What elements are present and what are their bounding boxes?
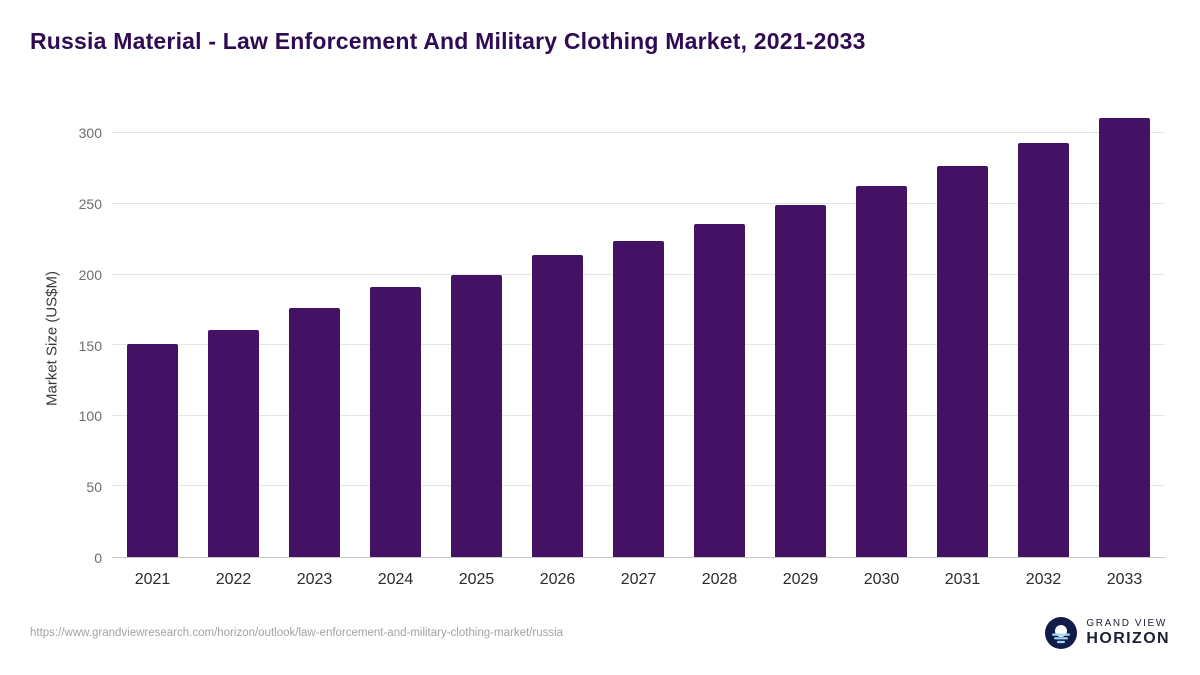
bar-2025 — [451, 274, 502, 557]
y-tick-label: 150 — [78, 337, 102, 354]
bar-slot — [355, 105, 436, 557]
x-tick-label: 2023 — [296, 571, 333, 588]
x-tick-label: 2024 — [377, 571, 414, 588]
logo-line-grand-view: GRAND VIEW — [1086, 618, 1167, 630]
bar-2027 — [613, 240, 664, 557]
chart-title: Russia Material - Law Enforcement And Mi… — [30, 28, 866, 54]
bar-2024 — [370, 287, 421, 557]
bar-slot — [193, 105, 274, 557]
x-tick-label: 2032 — [1025, 571, 1062, 588]
gridline — [112, 202, 1165, 204]
bar-2033 — [1099, 117, 1150, 557]
y-tick-label: 300 — [78, 125, 102, 142]
bar-2028 — [694, 223, 745, 557]
x-tick-label: 2027 — [620, 571, 657, 588]
y-tick-label: 250 — [78, 196, 102, 213]
x-tick-label: 2022 — [215, 571, 252, 588]
source-url: https://www.grandviewresearch.com/horizo… — [30, 627, 564, 639]
bar-2031 — [937, 165, 988, 557]
bar-2032 — [1018, 143, 1069, 557]
bar-2026 — [532, 254, 583, 557]
plot-area — [112, 105, 1165, 558]
bar-slot — [598, 105, 679, 557]
x-tick-label: 2021 — [134, 571, 171, 588]
y-tick-label: 200 — [78, 266, 102, 283]
logo-line-horizon: HORIZON — [1086, 629, 1170, 647]
bar-slot — [436, 105, 517, 557]
gridline — [112, 132, 1165, 134]
bar-2023 — [289, 308, 340, 557]
bar-slot — [1003, 105, 1084, 557]
x-axis-labels: 2021 2022 2023 2024 2025 2026 2027 2028 2029 2030… — [112, 565, 1165, 595]
bar-slot — [517, 105, 598, 557]
bar-slot — [274, 105, 355, 557]
bar-2021 — [127, 343, 178, 557]
x-tick-label: 2026 — [539, 571, 576, 588]
x-tick-label: 2028 — [701, 571, 738, 588]
y-tick-label: 100 — [78, 408, 102, 425]
bar-2030 — [856, 185, 907, 557]
bar-slot — [922, 105, 1003, 557]
footer: https://www.grandviewresearch.com/horizo… — [30, 611, 1170, 655]
bar-slot — [112, 105, 193, 557]
bar-slot — [1084, 105, 1165, 557]
bars-row — [112, 105, 1165, 557]
bar-2029 — [775, 205, 826, 557]
y-axis-ticks: 0 50 100 150 200 250 300 — [58, 105, 102, 566]
horizon-logo-icon — [1045, 617, 1078, 649]
x-tick-label: 2025 — [458, 571, 495, 588]
bar-slot — [760, 105, 841, 557]
x-tick-label: 2029 — [782, 571, 819, 588]
bar-slot — [679, 105, 760, 557]
y-tick-label: 0 — [94, 550, 102, 566]
x-tick-label: 2033 — [1106, 571, 1143, 588]
x-tick-label: 2030 — [863, 571, 900, 588]
logo-text: GRAND VIEW HORIZON — [1086, 618, 1170, 648]
grand-view-horizon-logo: GRAND VIEW HORIZON — [1045, 617, 1170, 649]
bar-2022 — [208, 329, 259, 557]
bar-slot — [841, 105, 922, 557]
x-tick-label: 2031 — [944, 571, 981, 588]
y-tick-label: 50 — [86, 479, 102, 496]
